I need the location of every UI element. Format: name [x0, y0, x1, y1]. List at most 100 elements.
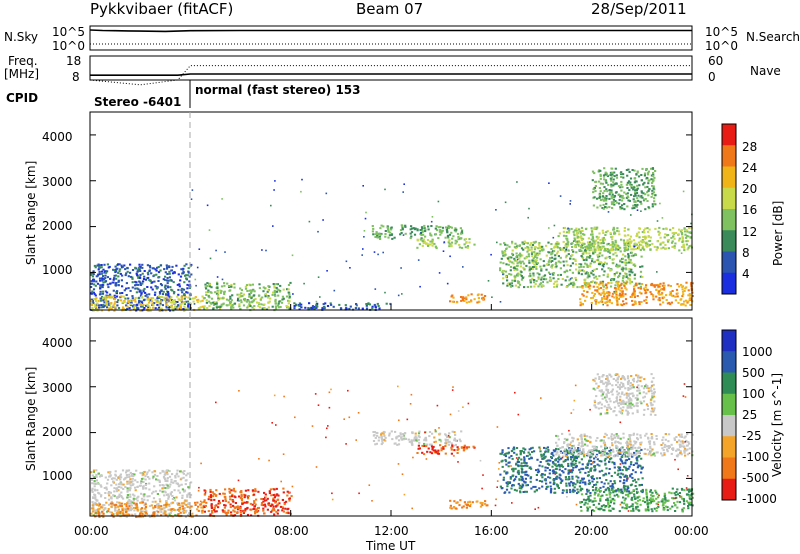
cell-0	[120, 496, 124, 499]
cell-2	[289, 281, 292, 284]
cell-6	[587, 462, 590, 465]
cell-0	[108, 265, 111, 268]
cell-2	[240, 292, 243, 295]
cell-2	[204, 283, 207, 286]
cell-9	[608, 197, 611, 200]
cell-3	[298, 305, 301, 308]
cell-9	[652, 174, 655, 177]
cell-6	[512, 467, 515, 470]
cell-6	[509, 476, 512, 479]
cell-7	[629, 282, 632, 285]
cell-2	[290, 495, 293, 498]
cell-9	[613, 175, 616, 178]
cell-2	[257, 305, 260, 308]
cell-2	[269, 505, 272, 507]
cell-7	[623, 250, 626, 253]
cell-0	[171, 265, 174, 268]
cell-5	[434, 245, 437, 248]
cell-7	[526, 242, 530, 245]
cell-9	[634, 200, 637, 203]
cell-6	[619, 466, 622, 469]
cell-6	[555, 447, 558, 450]
cell-6	[595, 477, 599, 480]
cell-7	[575, 279, 578, 281]
cell-6	[619, 449, 622, 452]
cell-2	[272, 499, 275, 502]
cell-7	[547, 271, 551, 274]
cell-6	[637, 464, 640, 467]
cell-0	[142, 278, 146, 280]
cell-0	[164, 487, 167, 489]
cell-6	[626, 485, 629, 488]
cell-9	[630, 184, 633, 187]
cell-8	[643, 231, 646, 234]
cell-2	[227, 299, 230, 302]
cell-1	[98, 507, 101, 510]
cell-10	[638, 291, 641, 294]
cell-9	[652, 173, 655, 176]
cell-0	[143, 470, 146, 473]
cell-0	[126, 308, 129, 310]
scatter-echo	[602, 303, 604, 306]
cell-2	[268, 492, 271, 495]
cell-1	[92, 309, 95, 312]
cell-0	[175, 305, 178, 308]
cell-2	[271, 293, 274, 296]
cell-10	[595, 300, 598, 303]
cell-9	[602, 199, 605, 202]
scatter-echo	[549, 273, 551, 275]
cell-7	[553, 286, 556, 288]
cell-0	[136, 287, 139, 290]
cell-6	[608, 460, 611, 463]
cell-6	[580, 458, 583, 461]
cell-0	[94, 497, 97, 500]
cell-6	[522, 471, 525, 474]
cell-0	[131, 286, 134, 289]
cell-7	[511, 261, 514, 264]
cell-6	[549, 481, 552, 484]
cell-7	[531, 261, 534, 264]
cell-0	[179, 470, 182, 473]
cell-7	[545, 244, 548, 247]
cell-0	[143, 287, 146, 290]
cell-6	[641, 477, 644, 480]
cell-7	[574, 263, 577, 266]
cell-8	[670, 241, 674, 244]
cell-7	[522, 262, 526, 265]
cell-6	[641, 488, 644, 491]
cell-0	[118, 496, 121, 498]
cell-6	[603, 482, 606, 485]
cell-1	[196, 508, 199, 511]
cell-8	[575, 227, 578, 230]
cell-6	[573, 489, 576, 492]
cell-0	[140, 472, 143, 475]
scatter-echo	[603, 176, 605, 178]
cell-3	[411, 432, 414, 435]
cell-3	[326, 305, 330, 307]
cell-7	[588, 252, 591, 255]
cell-2	[279, 284, 282, 287]
cell-7	[617, 274, 621, 277]
cell-7	[636, 282, 639, 285]
cell-0	[97, 472, 100, 475]
cell-0	[128, 307, 131, 310]
cell-7	[588, 249, 591, 252]
cell-6	[465, 296, 468, 299]
cell-2	[256, 511, 259, 513]
scatter-echo	[446, 282, 449, 285]
cell-6	[634, 462, 637, 465]
cell-0	[98, 306, 101, 309]
cell-0	[187, 305, 190, 307]
cell-4	[427, 228, 430, 231]
cell-0	[146, 271, 149, 274]
cell-0	[92, 273, 95, 276]
cell-6	[562, 471, 565, 474]
cell-10	[604, 302, 607, 304]
cell-7	[535, 280, 538, 283]
cell-0	[103, 263, 106, 266]
cell-0	[106, 291, 109, 294]
cell-6	[558, 465, 561, 468]
cell-10	[619, 303, 622, 306]
cell-6	[569, 471, 572, 474]
cell-2	[228, 487, 231, 490]
